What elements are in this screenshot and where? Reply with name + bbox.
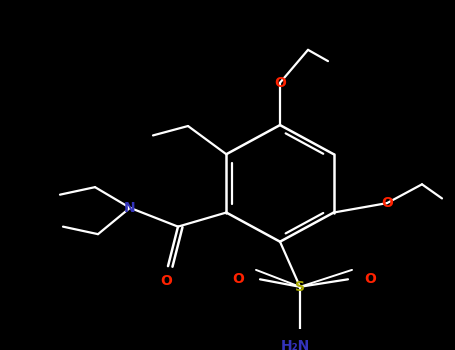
Text: O: O (381, 196, 393, 210)
Text: O: O (274, 76, 286, 90)
Text: O: O (364, 272, 376, 286)
Text: S: S (295, 280, 305, 294)
Text: N: N (124, 201, 136, 215)
Text: H₂N: H₂N (280, 339, 309, 350)
Text: O: O (232, 272, 244, 286)
Text: O: O (160, 274, 172, 288)
